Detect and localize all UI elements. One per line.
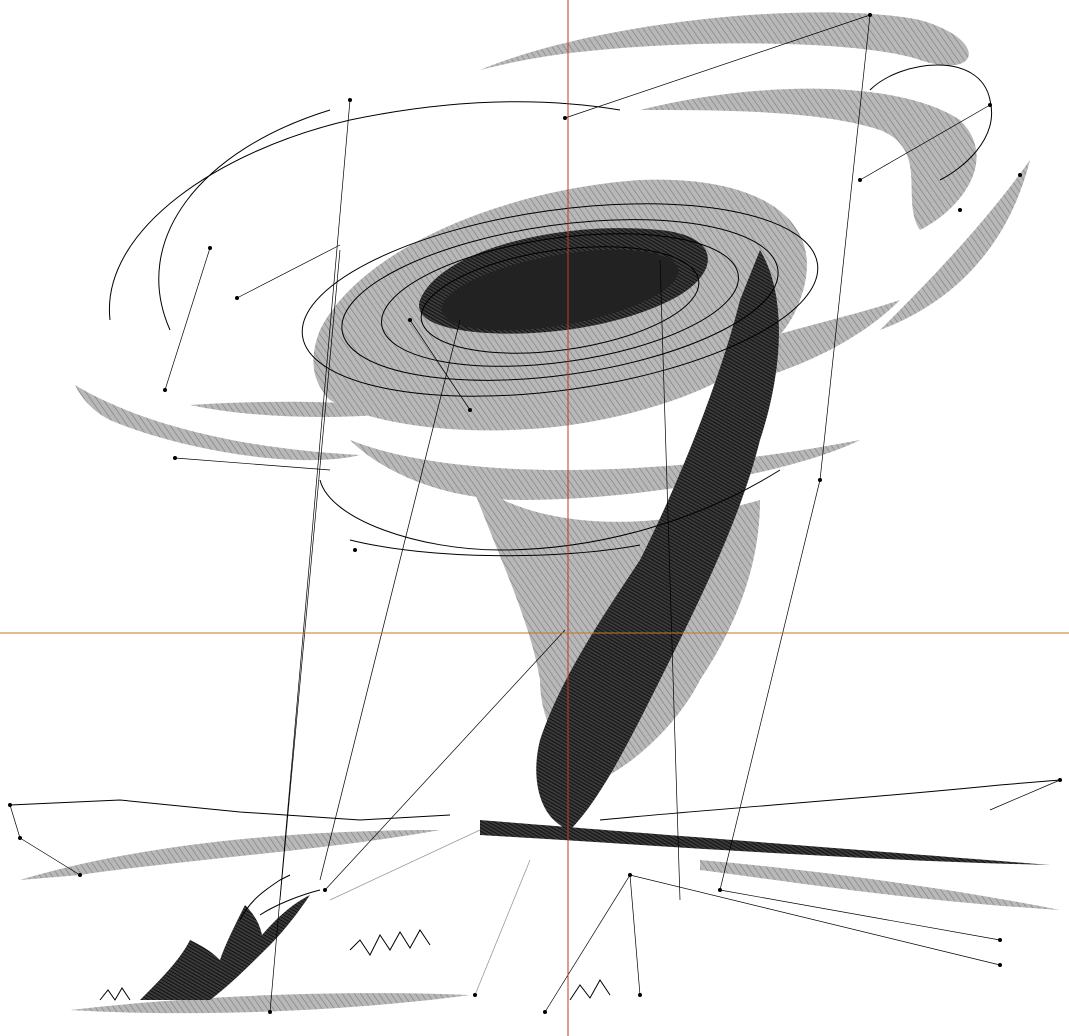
jump-stitches (9, 14, 1061, 1013)
jump-stitches-light (329, 829, 531, 996)
horizon-right (599, 779, 1061, 821)
tree (140, 874, 321, 1000)
vortex-core (419, 228, 779, 830)
stitch-points (8, 13, 1062, 1014)
swirl-outlines (108, 64, 993, 557)
core-inner (441, 249, 679, 331)
swirl-band-left (75, 385, 360, 461)
tree-trunk (140, 895, 310, 1000)
ground-grey-right (700, 860, 1060, 910)
foreground-grass (70, 993, 470, 1014)
swirl-band-lower (350, 440, 860, 500)
horizon-left (9, 799, 451, 821)
ground-dark-band (480, 820, 1050, 865)
funnel-dark (536, 250, 779, 830)
swirl-band-upper-right (640, 88, 977, 230)
swirl-band-top (480, 12, 969, 70)
cloud-swirl-fills (75, 12, 1030, 780)
ground (9, 779, 1061, 1014)
ground-grey-left (20, 830, 440, 880)
grass-zigzag (99, 929, 611, 1001)
